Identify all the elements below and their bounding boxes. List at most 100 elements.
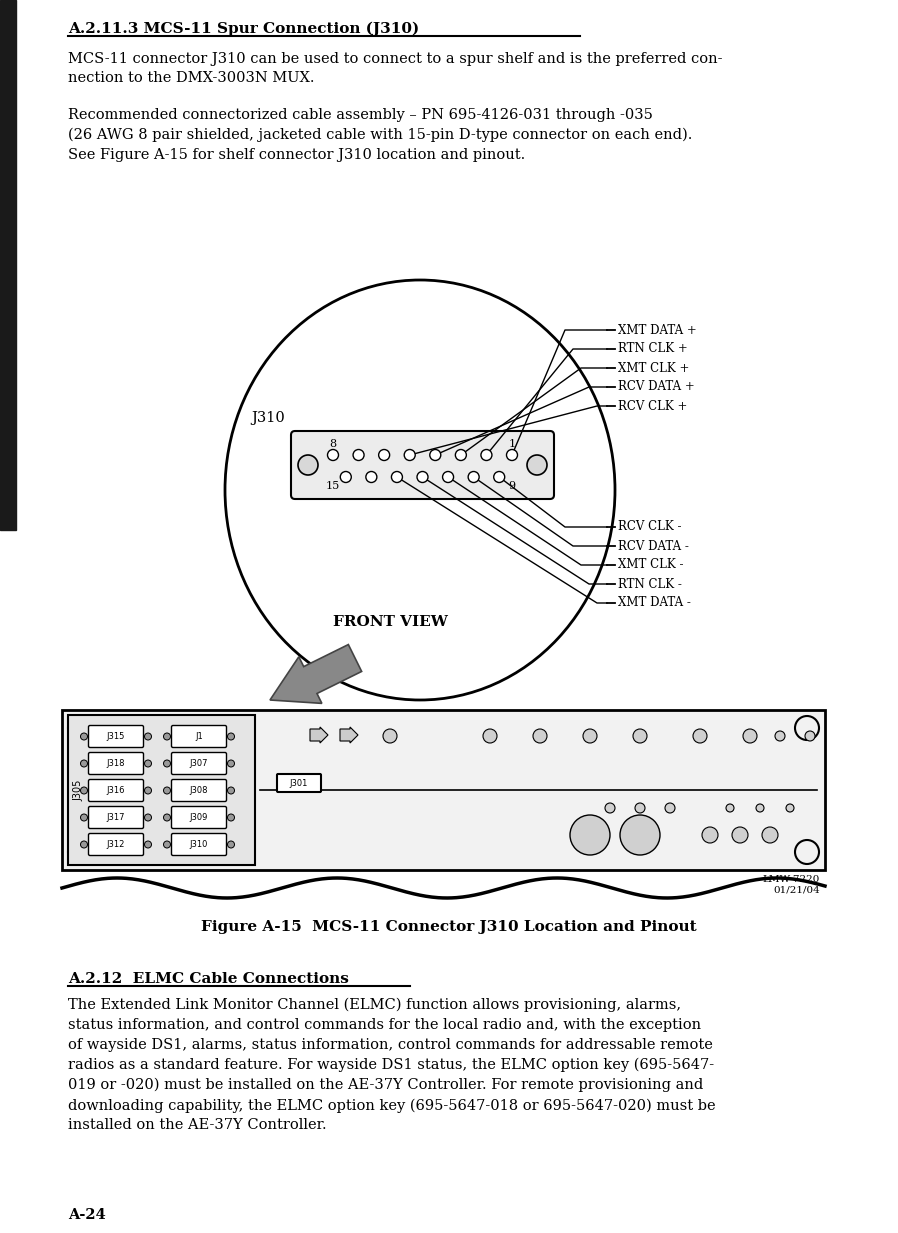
Circle shape: [163, 787, 171, 794]
Text: A.2.11.3 MCS-11 Spur Connection (J310): A.2.11.3 MCS-11 Spur Connection (J310): [68, 22, 419, 37]
Text: J317: J317: [107, 813, 125, 822]
Circle shape: [227, 787, 234, 794]
Circle shape: [145, 841, 152, 848]
FancyBboxPatch shape: [89, 806, 144, 829]
Circle shape: [805, 731, 815, 741]
Text: MCS-11 connector J310 can be used to connect to a spur shelf and is the preferre: MCS-11 connector J310 can be used to con…: [68, 52, 723, 85]
Circle shape: [81, 732, 87, 740]
Text: RCV DATA +: RCV DATA +: [618, 381, 695, 393]
Text: 8: 8: [330, 439, 337, 449]
Text: J318: J318: [107, 760, 125, 768]
Circle shape: [726, 804, 734, 813]
Circle shape: [786, 804, 794, 813]
Text: J310: J310: [251, 411, 285, 425]
Text: 15: 15: [326, 481, 340, 491]
Circle shape: [795, 716, 819, 740]
Circle shape: [620, 815, 660, 854]
FancyBboxPatch shape: [89, 779, 144, 801]
Text: J310: J310: [189, 840, 208, 850]
Circle shape: [227, 814, 234, 821]
Circle shape: [633, 729, 647, 743]
Circle shape: [665, 803, 675, 813]
Circle shape: [81, 760, 87, 767]
Text: Figure A-15  MCS-11 Connector J310 Location and Pinout: Figure A-15 MCS-11 Connector J310 Locati…: [201, 920, 697, 935]
Circle shape: [163, 814, 171, 821]
Circle shape: [379, 450, 390, 460]
Circle shape: [227, 760, 234, 767]
Text: RTN CLK +: RTN CLK +: [618, 343, 688, 355]
Circle shape: [468, 471, 480, 482]
Text: XMT CLK +: XMT CLK +: [618, 361, 690, 375]
Circle shape: [298, 455, 318, 475]
Text: J315: J315: [107, 732, 125, 741]
Circle shape: [383, 729, 397, 743]
Circle shape: [163, 760, 171, 767]
Text: J301: J301: [290, 778, 308, 788]
Circle shape: [527, 455, 547, 475]
Circle shape: [533, 729, 547, 743]
Circle shape: [145, 814, 152, 821]
Text: RCV DATA -: RCV DATA -: [618, 540, 689, 552]
Circle shape: [743, 729, 757, 743]
FancyBboxPatch shape: [291, 432, 554, 499]
Circle shape: [430, 450, 441, 460]
Text: 1: 1: [508, 439, 515, 449]
Circle shape: [404, 450, 415, 460]
Circle shape: [417, 471, 428, 482]
Circle shape: [702, 827, 718, 843]
Circle shape: [693, 729, 707, 743]
FancyBboxPatch shape: [172, 752, 226, 774]
Text: J305: J305: [73, 779, 83, 800]
Text: J1: J1: [195, 732, 203, 741]
Circle shape: [483, 729, 497, 743]
Circle shape: [481, 450, 492, 460]
Circle shape: [605, 803, 615, 813]
Text: RCV CLK +: RCV CLK +: [618, 399, 687, 413]
FancyBboxPatch shape: [89, 725, 144, 747]
Circle shape: [732, 827, 748, 843]
Bar: [62, 710, 825, 870]
Circle shape: [365, 471, 377, 482]
Bar: [68, 715, 255, 866]
Circle shape: [455, 450, 466, 460]
FancyBboxPatch shape: [89, 834, 144, 856]
Circle shape: [340, 471, 351, 482]
Text: The Extended Link Monitor Channel (ELMC) function allows provisioning, alarms,
s: The Extended Link Monitor Channel (ELMC)…: [68, 997, 716, 1132]
Circle shape: [795, 840, 819, 864]
Circle shape: [583, 729, 597, 743]
Circle shape: [635, 803, 645, 813]
Text: J307: J307: [189, 760, 208, 768]
Circle shape: [163, 841, 171, 848]
Circle shape: [756, 804, 764, 813]
Circle shape: [81, 814, 87, 821]
FancyBboxPatch shape: [172, 779, 226, 801]
Text: 9: 9: [508, 481, 515, 491]
FancyBboxPatch shape: [172, 725, 226, 747]
FancyArrow shape: [340, 727, 358, 743]
Circle shape: [81, 841, 87, 848]
Circle shape: [81, 787, 87, 794]
Circle shape: [392, 471, 402, 482]
Circle shape: [145, 787, 152, 794]
Text: RTN CLK -: RTN CLK -: [618, 577, 682, 591]
Circle shape: [443, 471, 453, 482]
Text: FRONT VIEW: FRONT VIEW: [332, 615, 447, 629]
Text: J316: J316: [107, 785, 125, 795]
Text: Recommended connectorized cable assembly – PN 695-4126-031 through -035
(26 AWG : Recommended connectorized cable assembly…: [68, 109, 692, 162]
FancyArrow shape: [270, 645, 362, 703]
Text: LMW-7220
01/21/04: LMW-7220 01/21/04: [762, 875, 820, 894]
Text: XMT CLK -: XMT CLK -: [618, 559, 683, 572]
FancyBboxPatch shape: [172, 806, 226, 829]
Circle shape: [570, 815, 610, 854]
FancyBboxPatch shape: [277, 774, 321, 792]
FancyBboxPatch shape: [172, 834, 226, 856]
Text: A-24: A-24: [68, 1208, 106, 1222]
Text: XMT DATA -: XMT DATA -: [618, 597, 691, 609]
Bar: [0, 0, 16, 530]
FancyBboxPatch shape: [89, 752, 144, 774]
Circle shape: [227, 841, 234, 848]
Circle shape: [145, 760, 152, 767]
Circle shape: [227, 732, 234, 740]
Circle shape: [353, 450, 364, 460]
Text: XMT DATA +: XMT DATA +: [618, 323, 697, 337]
